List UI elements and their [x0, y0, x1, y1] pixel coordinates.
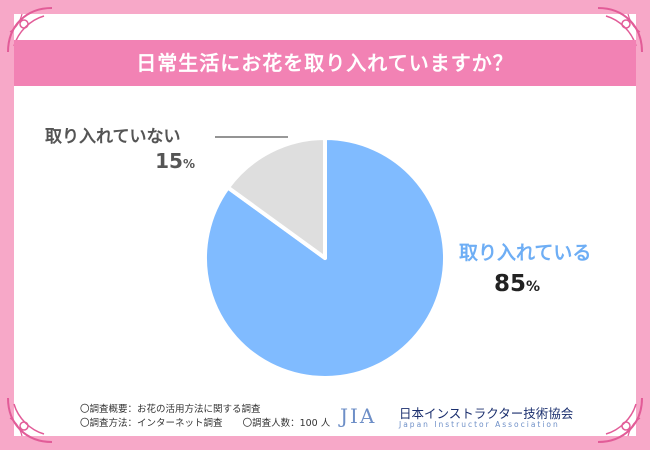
survey-method-row: 〇調査方法：インターネット調査 〇調査人数：100 人: [80, 417, 330, 431]
logo-mark: JIA: [340, 404, 377, 428]
survey-count: 〇調査人数：100 人: [242, 418, 331, 429]
corner-ornament-icon: [597, 397, 643, 443]
pie-slice-1: [225, 136, 327, 260]
jia-logo: JIA 日本インストラクター技術協会 Japan Instructor Asso…: [340, 404, 590, 432]
survey-notes: 〇調査概要：お花の活用方法に関する調査 〇調査方法：インターネット調査 〇調査人…: [80, 403, 330, 431]
survey-summary: 〇調査概要：お花の活用方法に関する調査: [80, 404, 261, 415]
title-bar: 日常生活にお花を取り入れていますか？: [14, 40, 636, 86]
slice-value-not-adopting: 15%: [155, 149, 195, 173]
survey-method: 〇調査方法：インターネット調査: [80, 418, 223, 429]
slice-value-adopting: 85%: [494, 271, 540, 297]
logo-english: Japan Instructor Association: [399, 420, 560, 429]
slice-label-not-adopting: 取り入れていない: [45, 127, 181, 147]
corner-ornament-icon: [7, 397, 53, 443]
slice-label-adopting: 取り入れている: [459, 242, 591, 264]
logo-name: 日本インストラクター技術協会: [399, 406, 574, 421]
chart-title: 日常生活にお花を取り入れていますか？: [136, 51, 514, 75]
